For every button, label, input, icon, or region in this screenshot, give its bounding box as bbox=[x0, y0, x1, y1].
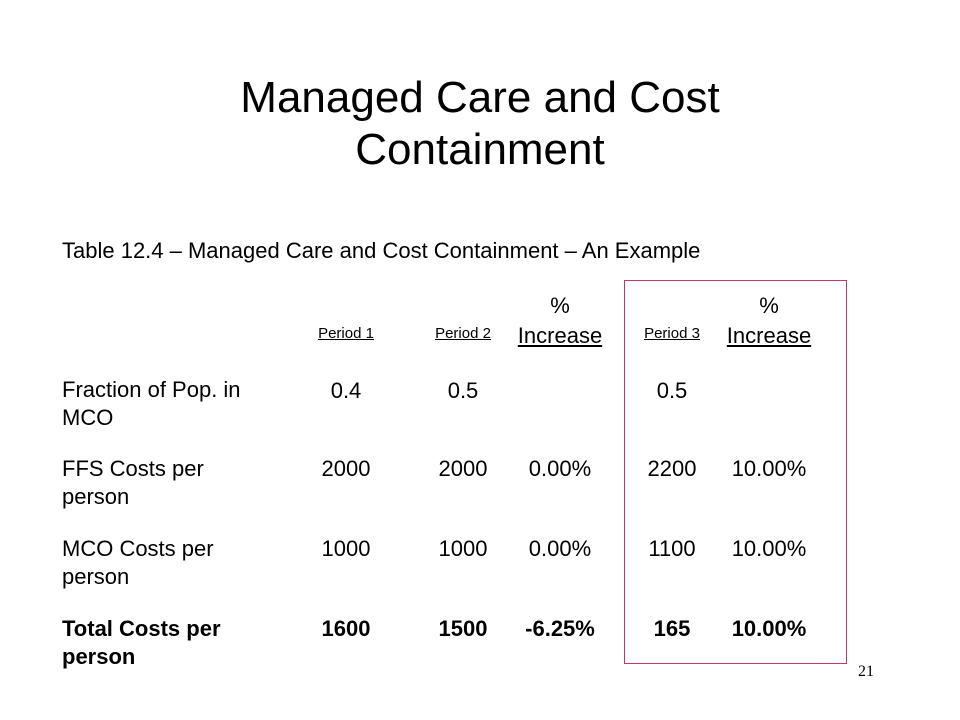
row-label-line-2: person bbox=[62, 564, 130, 589]
header-pct-symbol-2: % bbox=[759, 293, 779, 318]
row-label-fraction-mco: Fraction of Pop. in MCO bbox=[62, 376, 241, 432]
cell-fraction-p2: 0.5 bbox=[447, 378, 479, 403]
cell-fraction-p1: 0.4 bbox=[330, 378, 362, 403]
cell-ffs-p1: 2000 bbox=[321, 456, 371, 481]
row-label-line-1: Total Costs per bbox=[62, 616, 221, 641]
cell-mco-pct2: 10.00% bbox=[731, 536, 807, 561]
header-period-3: Period 3 bbox=[644, 325, 700, 342]
cell-total-p1: 1600 bbox=[321, 616, 371, 641]
cell-mco-pct1: 0.00% bbox=[528, 536, 592, 561]
row-label-line-1: FFS Costs per bbox=[62, 456, 204, 481]
cell-total-pct1: -6.25% bbox=[525, 616, 595, 641]
row-label-ffs-costs: FFS Costs per person bbox=[62, 455, 204, 511]
cell-total-p2: 1500 bbox=[438, 616, 488, 641]
row-label-line-2: person bbox=[62, 484, 130, 509]
slide-title-line-1: Managed Care and Cost bbox=[240, 73, 720, 122]
table-caption: Table 12.4 – Managed Care and Cost Conta… bbox=[62, 238, 701, 263]
page-number: 21 bbox=[858, 663, 874, 680]
row-label-line-2: person bbox=[62, 644, 136, 669]
row-label-line-1: MCO Costs per bbox=[62, 536, 214, 561]
cell-mco-p1: 1000 bbox=[321, 536, 371, 561]
header-pct-word-1: Increase bbox=[517, 323, 603, 348]
header-pct-increase-1: % Increase bbox=[508, 291, 612, 351]
cell-ffs-pct2: 10.00% bbox=[731, 456, 807, 481]
cell-ffs-p2: 2000 bbox=[438, 456, 488, 481]
period-3-highlight-box bbox=[624, 280, 847, 664]
cell-fraction-p3: 0.5 bbox=[656, 378, 688, 403]
slide-title: Managed Care and Cost Containment bbox=[0, 72, 960, 176]
cell-ffs-pct1: 0.00% bbox=[528, 456, 592, 481]
cell-mco-p2: 1000 bbox=[438, 536, 488, 561]
cell-total-pct2: 10.00% bbox=[731, 616, 807, 641]
cell-ffs-p3: 2200 bbox=[647, 456, 697, 481]
slide-title-line-2: Containment bbox=[355, 125, 605, 174]
cell-mco-p3: 1100 bbox=[648, 536, 696, 561]
header-period-2: Period 2 bbox=[435, 325, 491, 342]
cell-total-p3: 165 bbox=[653, 616, 691, 641]
row-label-mco-costs: MCO Costs per person bbox=[62, 535, 214, 591]
row-label-line-2: MCO bbox=[62, 405, 114, 430]
header-period-1: Period 1 bbox=[318, 325, 374, 342]
row-label-total-costs: Total Costs per person bbox=[62, 615, 221, 671]
header-pct-symbol-1: % bbox=[550, 293, 570, 318]
header-pct-increase-2: % Increase bbox=[717, 291, 821, 351]
header-pct-word-2: Increase bbox=[726, 323, 812, 348]
row-label-line-1: Fraction of Pop. in bbox=[62, 377, 241, 402]
